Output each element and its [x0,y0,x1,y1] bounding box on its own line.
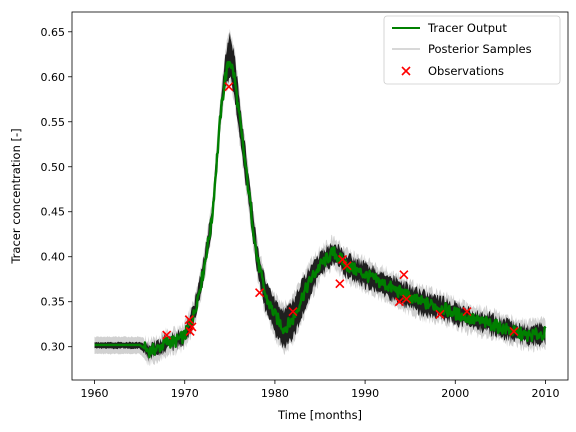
observation-point [337,254,348,264]
legend-observations-swatch [401,66,411,76]
legend-label-posterior-samples: Posterior Samples [428,42,532,56]
y-axis-label: Tracer concentration [-] [9,128,23,264]
legend-observation-marker [401,66,411,76]
plot-area [94,28,547,367]
x-tick-label: 1970 [171,387,199,400]
x-tick-label: 1980 [261,387,289,400]
observation-point [162,330,172,340]
y-tick-label: 0.55 [41,116,66,129]
observation-point [184,315,194,325]
y-tick-label: 0.40 [41,251,66,264]
observation-markers [162,82,519,340]
legend-box [383,15,561,85]
observation-point [335,279,345,289]
y-tick-label: 0.45 [41,206,66,219]
y-axis-ticks: 0.30 0.35 0.40 0.45 0.50 0.55 0.60 0.65 [41,26,72,354]
legend-label-observations: Observations [428,64,504,78]
y-tick-label: 0.35 [41,296,66,309]
y-tick-label: 0.60 [41,71,66,84]
observation-point [435,309,445,319]
x-tick-label: 1990 [351,387,379,400]
observation-point [187,322,197,332]
observation-point [509,326,519,336]
observation-point [394,297,404,307]
observation-point [402,294,412,304]
observation-point [342,261,352,271]
y-tick-label: 0.65 [41,26,66,39]
x-axis-label: Time [months] [277,408,362,422]
x-tick-label: 1960 [81,387,109,400]
x-axis-ticks: 1960 1970 1980 1990 2000 2010 [81,380,559,400]
observation-point [462,307,472,317]
legend-label-tracer-output: Tracer Output [427,21,507,35]
tracer-output-line [94,60,547,359]
x-tick-label: 2010 [531,387,559,400]
observation-point [399,270,409,280]
observation-point [224,82,234,92]
y-tick-label: 0.30 [41,341,66,354]
observation-point [288,307,298,317]
plot-frame [71,11,569,381]
y-tick-label: 0.50 [41,161,66,174]
observation-point [255,288,265,298]
legend: Tracer Output Posterior Samples Observat… [383,15,561,85]
x-tick-label: 2000 [441,387,469,400]
